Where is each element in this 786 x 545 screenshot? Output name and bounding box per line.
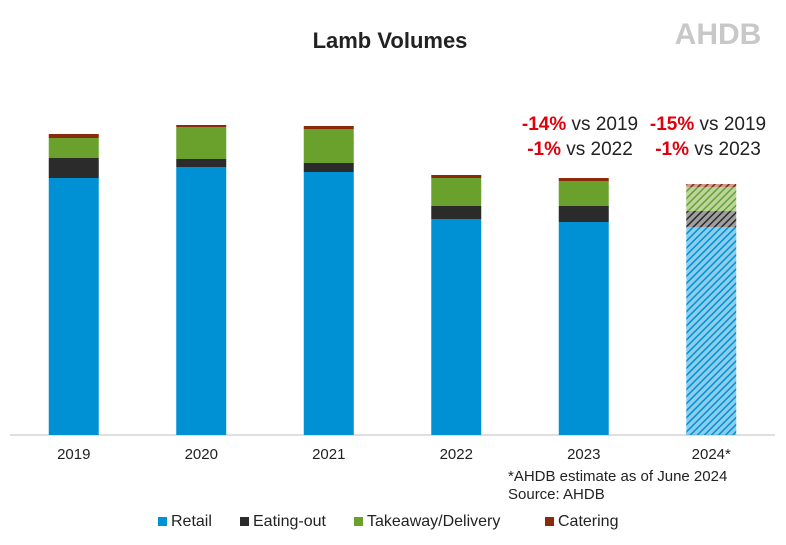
x-tick-label: 2019 xyxy=(57,446,90,463)
bar-segment xyxy=(176,159,227,167)
annotation: -15% vs 2019 xyxy=(650,114,766,135)
annotation-highlight: -14% xyxy=(522,114,566,135)
bar-segment xyxy=(48,134,99,138)
x-tick-label: 2020 xyxy=(185,446,218,463)
bar-segment xyxy=(176,125,227,127)
legend-label: Eating-out xyxy=(253,513,326,530)
legend-swatch xyxy=(158,517,167,526)
bar-segment xyxy=(48,178,99,435)
legend-swatch xyxy=(545,517,554,526)
bar-segment xyxy=(431,175,482,178)
annotation: -1% vs 2022 xyxy=(527,139,633,160)
footnote: *AHDB estimate as of June 2024 xyxy=(508,468,727,485)
bar-segment xyxy=(558,181,609,206)
annotation: -14% vs 2019 xyxy=(522,114,638,135)
bar-segment xyxy=(176,167,227,435)
bar-segment xyxy=(686,184,737,187)
x-tick-label: 2022 xyxy=(440,446,473,463)
bar-segment xyxy=(303,172,354,435)
bar-segment xyxy=(303,126,354,129)
bar-segment xyxy=(558,206,609,222)
bar-segment xyxy=(303,163,354,172)
legend-label: Takeaway/Delivery xyxy=(367,513,500,530)
bar-segment xyxy=(48,138,99,158)
bar-segment xyxy=(431,206,482,219)
annotation-text: vs 2019 xyxy=(694,114,766,135)
legend-label: Retail xyxy=(171,513,212,530)
legend-swatch xyxy=(354,517,363,526)
x-tick-label: 2023 xyxy=(567,446,600,463)
annotation-text: vs 2023 xyxy=(689,139,761,160)
bar-segment xyxy=(48,158,99,178)
logo: AHDB xyxy=(675,18,762,51)
x-tick-label: 2021 xyxy=(312,446,345,463)
x-tick-label: 2024* xyxy=(692,446,731,463)
bar-segment xyxy=(686,187,737,211)
annotation: -1% vs 2023 xyxy=(655,139,761,160)
bar-segment xyxy=(431,178,482,206)
bar-segment xyxy=(558,178,609,181)
bar-segment xyxy=(686,227,737,435)
legend-swatch xyxy=(240,517,249,526)
bar-segment xyxy=(686,211,737,227)
chart-title: Lamb Volumes xyxy=(313,28,468,53)
annotation-highlight: -15% xyxy=(650,114,694,135)
annotation-highlight: -1% xyxy=(527,139,561,160)
annotation-highlight: -1% xyxy=(655,139,689,160)
footnote: Source: AHDB xyxy=(508,486,605,503)
annotation-text: vs 2019 xyxy=(566,114,638,135)
legend-label: Catering xyxy=(558,513,618,530)
bar-segment xyxy=(176,127,227,159)
bar-segment xyxy=(431,219,482,435)
annotation-text: vs 2022 xyxy=(561,139,633,160)
bar-segment xyxy=(303,129,354,163)
bar-segment xyxy=(558,222,609,435)
